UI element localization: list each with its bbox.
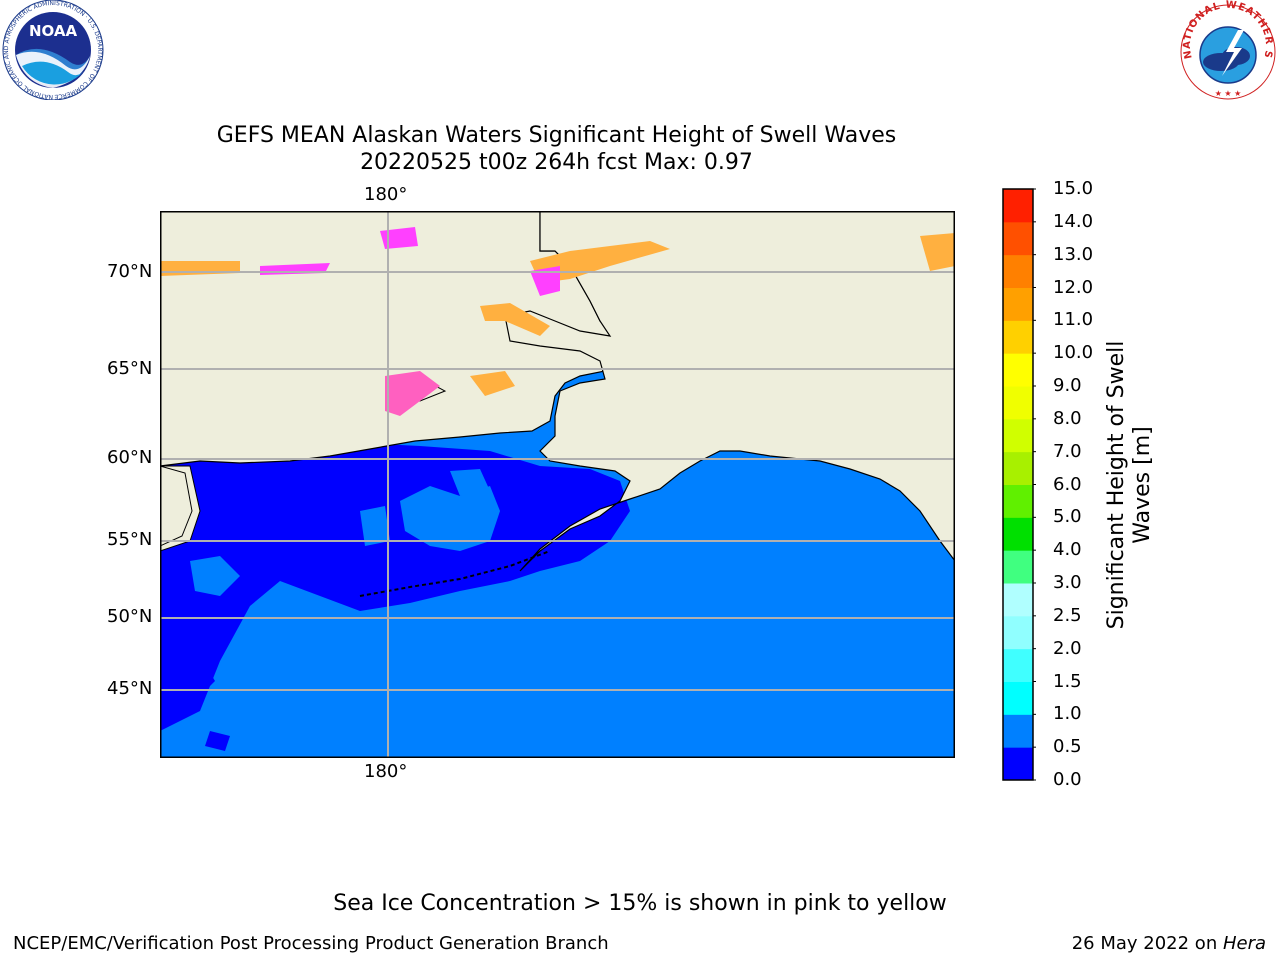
lat-label-45: 45°N: [107, 678, 153, 699]
noaa-logo: NATIONAL OCEANIC AND ATMOSPHERIC ADMINIS…: [2, 0, 104, 100]
colorbar-tick-label: 12.0: [1053, 276, 1094, 298]
lat-label-50: 50°N: [107, 606, 153, 627]
lat-label-65: 65°N: [107, 358, 153, 379]
colorbar-tick-label: 13.0: [1053, 243, 1094, 265]
colorbar-tick-label: 6.0: [1053, 473, 1082, 495]
colorbar-segment: [1003, 287, 1033, 321]
lon-label-top: 180°: [364, 184, 408, 205]
colorbar-segment: [1003, 451, 1033, 485]
colorbar-tick-label: 0.5: [1053, 736, 1082, 758]
colorbar: [1002, 188, 1036, 781]
colorbar-segment: [1003, 254, 1033, 288]
noaa-logo-text: NOAA: [29, 22, 78, 40]
land-alaska: [504, 211, 955, 572]
colorbar-segment: [1003, 418, 1033, 453]
svg-text:★ ★ ★: ★ ★ ★: [1215, 89, 1242, 98]
lat-label-70: 70°N: [107, 261, 153, 282]
colorbar-tick-label: 2.0: [1053, 637, 1082, 659]
colorbar-tick-label: 3.0: [1053, 572, 1082, 593]
colorbar-segment: [1003, 221, 1033, 256]
colorbar-segment: [1003, 747, 1033, 781]
colorbar-tick-label: 9.0: [1053, 375, 1082, 396]
colorbar-label-line1: Significant Height of Swell: [1104, 340, 1129, 630]
date-line: 26 May 2022 on Hera: [1072, 933, 1266, 954]
low-swell-region: [160, 443, 630, 731]
colorbar-segment: [1003, 681, 1033, 715]
colorbar-segment: [1003, 517, 1033, 551]
colorbar-segment: [1003, 484, 1033, 518]
colorbar-label-line2: Waves [m]: [1130, 426, 1155, 544]
colorbar-segment: [1003, 583, 1033, 617]
date-text: 26 May 2022 on: [1071, 933, 1223, 954]
colorbar-tick-label: 7.0: [1053, 440, 1082, 462]
colorbar-tick-label: 1.0: [1053, 703, 1082, 725]
lat-label-55: 55°N: [107, 529, 153, 550]
colorbar-segment: [1003, 353, 1033, 387]
colorbar-tick-label: 1.5: [1053, 670, 1082, 692]
graticule: [160, 211, 955, 758]
colorbar-segment: [1003, 386, 1033, 420]
colorbar-tick-label: 2.5: [1053, 604, 1082, 626]
colorbar-segment: [1003, 189, 1033, 223]
colorbar-segment: [1003, 714, 1033, 748]
lat-label-60: 60°N: [107, 447, 153, 468]
alaska-map: [160, 211, 955, 758]
colorbar-tick-label: 10.0: [1053, 342, 1094, 364]
colorbar-tick-label: 0.0: [1053, 769, 1082, 790]
chart-subtitle: 20220525 t00z 264h fcst Max: 0.97: [360, 150, 753, 175]
colorbar-segment: [1003, 550, 1033, 584]
sea-ice-note: Sea Ice Concentration > 15% is shown in …: [333, 891, 947, 916]
chart-title: GEFS MEAN Alaskan Waters Significant Hei…: [216, 123, 897, 148]
lon-label-bottom: 180°: [364, 761, 408, 782]
credit-line: NCEP/EMC/Verification Post Processing Pr…: [13, 933, 609, 954]
colorbar-tick-label: 5.0: [1053, 506, 1082, 528]
colorbar-tick-label: 4.0: [1053, 539, 1082, 561]
colorbar-tick-label: 8.0: [1053, 407, 1082, 429]
colorbar-tick-label: 15.0: [1053, 178, 1094, 199]
nws-logo: NATIONAL WEATHER SERVICE ★ ★ ★: [1176, 0, 1276, 100]
colorbar-tick-label: 14.0: [1053, 210, 1094, 232]
colorbar-segment: [1003, 320, 1033, 354]
colorbar-segment: [1003, 615, 1033, 650]
machine-name: Hera: [1222, 933, 1266, 954]
colorbar-segment: [1003, 648, 1033, 682]
colorbar-tick-label: 11.0: [1053, 309, 1094, 331]
